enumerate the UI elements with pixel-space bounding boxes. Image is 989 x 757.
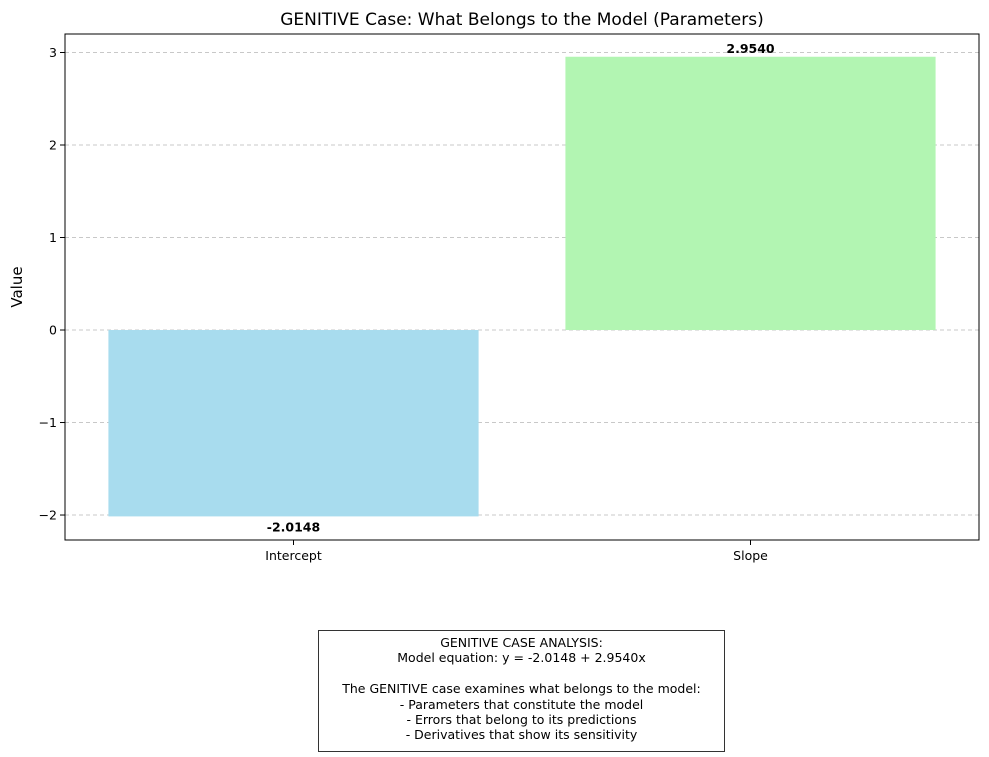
annotation-line [319,666,724,681]
bar-slope [565,56,936,331]
analysis-annotation-box: GENITIVE CASE ANALYSIS: Model equation: y… [318,630,725,752]
bar-value-label: -2.0148 [267,519,320,534]
annotation-line: - Derivatives that show its sensitivity [405,727,638,743]
annotation-line: Model equation: y = -2.0148 + 2.9540x [397,650,646,666]
bar-intercept [108,330,479,517]
annotation-line: GENITIVE CASE ANALYSIS: [440,635,603,650]
y-tick-label: 2 [49,138,57,153]
y-tick-label: −2 [39,508,57,523]
y-axis-label: Value [8,266,26,307]
annotation-line: The GENITIVE case examines what belongs … [342,681,701,697]
plot-frame [64,33,980,541]
bar-value-label: 2.9540 [726,41,775,56]
bars [108,56,936,517]
chart-title: GENITIVE Case: What Belongs to the Model… [280,10,763,30]
y-axis-ticks: −2 −1 0 1 2 3 [39,45,65,523]
grid-lines [65,52,979,516]
x-tick-label: Intercept [265,548,322,563]
y-tick-label: 3 [49,45,57,60]
bar-chart: −2 −1 0 1 2 3 Intercept Slope -2.0148 2.9540 GE… [8,10,980,563]
annotation-line: - Errors that belong to its predictions [406,712,637,728]
y-tick-label: −1 [39,415,57,430]
x-tick-label: Slope [733,548,768,563]
annotation-line: - Parameters that constitute the model [399,696,644,712]
x-axis-ticks: Intercept Slope [265,540,768,563]
y-tick-label: 1 [49,230,57,245]
bar-value-labels: -2.0148 2.9540 [267,41,775,535]
y-tick-label: 0 [49,323,57,338]
